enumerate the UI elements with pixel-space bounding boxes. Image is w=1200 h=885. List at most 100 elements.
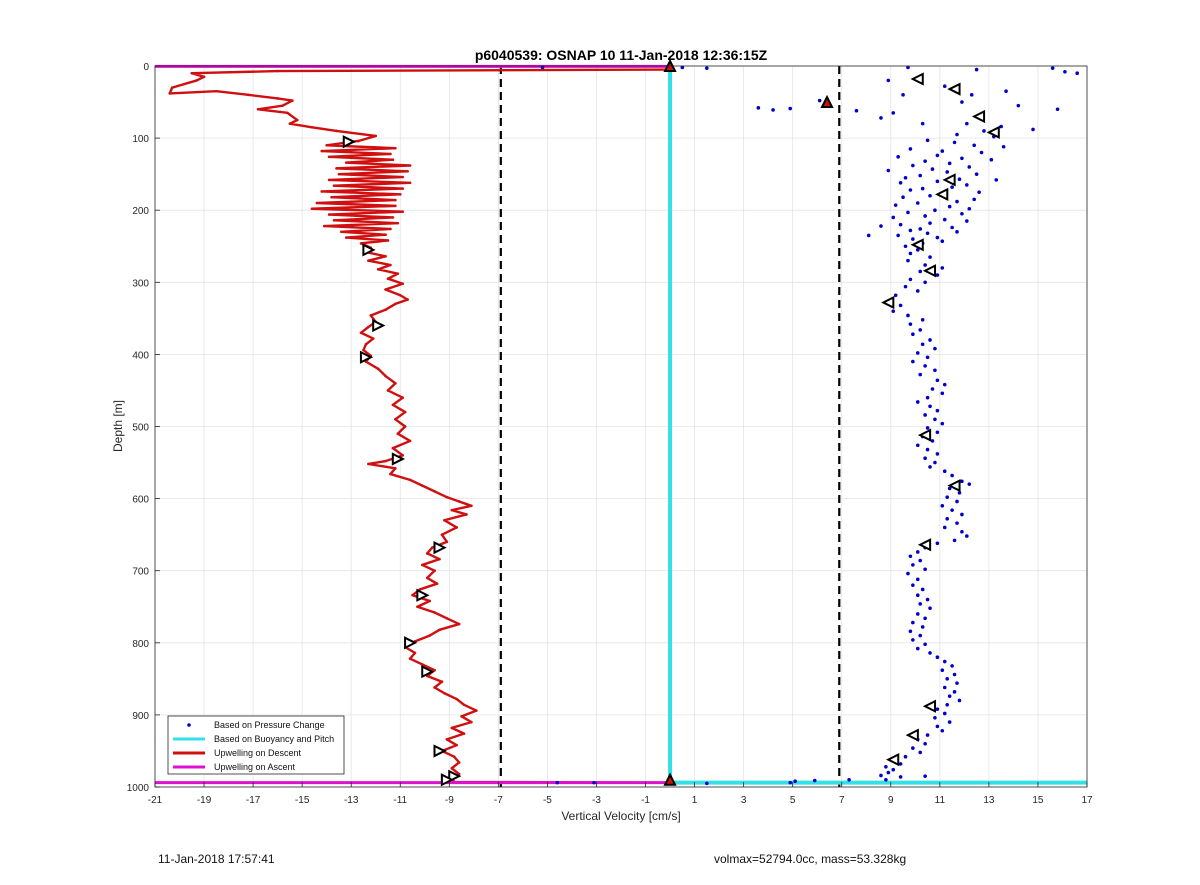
pressure-change-point (950, 225, 954, 230)
pressure-change-point (592, 780, 596, 785)
pressure-change-point (1055, 107, 1060, 112)
pressure-change-point (928, 193, 932, 198)
pressure-change-point (923, 364, 927, 368)
x-tick-label: -3 (592, 795, 601, 806)
descent-point (445, 540, 449, 544)
pressure-change-point (925, 447, 930, 452)
pressure-change-point (1001, 144, 1006, 149)
descent-triangle-marker (416, 588, 430, 602)
pressure-change-point (928, 606, 932, 610)
pressure-change-point (540, 65, 545, 70)
reference-lines (499, 66, 841, 787)
descent-point (170, 86, 174, 89)
pressure-change-point (925, 733, 930, 737)
descent-point (384, 308, 387, 311)
descent-point (310, 125, 314, 129)
descent-point (168, 92, 172, 95)
descent-point (455, 697, 458, 701)
descent-point (295, 118, 299, 122)
pressure-change-point (960, 156, 964, 161)
pressure-change-point (942, 382, 947, 387)
descent-point (384, 288, 387, 291)
pressure-change-point (893, 203, 898, 207)
pressure-change-point (915, 612, 920, 616)
pressure-change-point (925, 426, 930, 430)
descent-point (384, 233, 387, 237)
pressure-change-point (940, 421, 945, 426)
pressure-change-point (898, 762, 903, 766)
x-tick-label: -1 (641, 795, 650, 806)
pressure-change-point (884, 777, 888, 782)
descent-point (433, 490, 436, 493)
pressure-change-point (898, 181, 903, 185)
pressure-change-point (1031, 127, 1035, 132)
descent-point (462, 703, 466, 707)
x-tick-label: 7 (839, 795, 845, 806)
descent-point (367, 259, 370, 262)
pressure-change-point (967, 482, 972, 486)
x-tick-label: -11 (393, 795, 407, 806)
pressure-change-point (915, 646, 920, 651)
pressure-change-point (906, 313, 910, 318)
descent-point (394, 302, 397, 306)
descent-point (455, 526, 458, 529)
descent-point (391, 216, 395, 219)
pressure-change-point (898, 775, 903, 779)
descent-point (457, 500, 461, 503)
pressure-change-point (935, 378, 940, 383)
pressure-change-point (974, 172, 979, 176)
descent-point (345, 161, 348, 164)
legend-box (167, 715, 345, 775)
pressure-change-point (942, 217, 947, 222)
descent-point (327, 155, 331, 159)
descent-line (168, 68, 671, 784)
descent-point (384, 255, 387, 258)
descent-point (394, 204, 397, 208)
pressure-change-point (923, 280, 927, 285)
pressure-change-point (957, 177, 962, 181)
pressure-change-point (925, 355, 930, 360)
pressure-change-point (911, 332, 915, 337)
pressure-change-point (955, 132, 959, 137)
y-tick-label: 200 (132, 206, 149, 217)
ascent-triangle-marker (917, 538, 932, 552)
pressure-change-point (891, 111, 896, 115)
pressure-change-point (680, 65, 685, 70)
pressure-change-point (947, 161, 952, 166)
pressure-change-point (969, 93, 974, 97)
descent-point (337, 172, 341, 176)
descent-point (406, 169, 409, 173)
y-tick-label: 100 (132, 134, 149, 145)
pressure-change-point (923, 616, 927, 621)
pressure-change-point (908, 277, 913, 282)
pressure-change-point (965, 183, 969, 187)
pressure-change-point (915, 351, 920, 355)
descent-point (327, 213, 331, 216)
pressure-change-point (918, 269, 923, 274)
ascent-triangle-marker (910, 72, 924, 86)
x-tick-label: -5 (543, 795, 552, 806)
descent-point (315, 201, 319, 205)
y-tick-label: 0 (143, 62, 149, 73)
descent-point (406, 298, 409, 301)
descent-point (394, 198, 397, 202)
pressure-change-point (879, 773, 883, 778)
descent-point (455, 743, 458, 747)
pressure-change-point (925, 597, 930, 602)
pressure-change-point (928, 404, 932, 409)
pressure-change-point (879, 116, 883, 120)
descent-point (374, 134, 378, 138)
descent-point (438, 628, 441, 632)
descent-point (320, 149, 324, 153)
descent-point (362, 348, 365, 352)
legend-label: Upwelling on Ascent (214, 762, 296, 772)
descent-point (457, 761, 461, 764)
pressure-change-point (960, 512, 964, 517)
pressure-change-point (911, 359, 915, 364)
pressure-change-point (952, 538, 957, 543)
descent-triangle-marker (362, 243, 376, 257)
descent-point (335, 167, 338, 170)
descent-point (389, 263, 392, 267)
descent-point (190, 71, 194, 75)
descent-point (376, 367, 380, 371)
